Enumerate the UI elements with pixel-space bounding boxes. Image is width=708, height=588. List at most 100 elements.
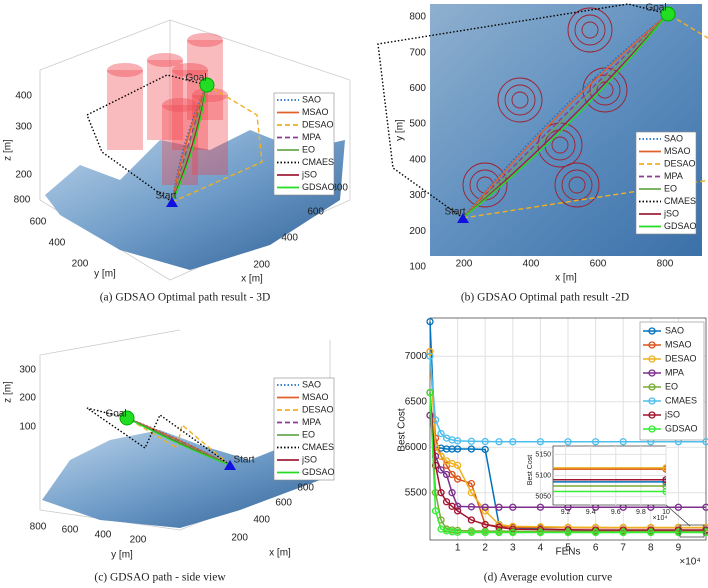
legend-box [635, 131, 697, 235]
x-tick-label: 3 [510, 543, 516, 554]
obstacle-top [147, 53, 183, 67]
z-tick-label: 200 [15, 170, 32, 181]
z-axis-label: z [m] [3, 381, 14, 403]
series-line [429, 415, 706, 508]
point [467, 489, 476, 497]
legend-marker [648, 383, 656, 391]
x-tick-label: 800 [331, 183, 348, 194]
point [495, 528, 503, 537]
terrain [45, 130, 345, 270]
x-axis-label: x [m] [555, 273, 577, 284]
x-tick-label: 400 [523, 259, 540, 270]
z-tick-label: 200 [19, 393, 36, 404]
x-tick-label: 200 [456, 259, 473, 270]
point [412, 371, 418, 377]
obstacle-ring [554, 162, 600, 208]
y-axis-label: Best Cost [397, 408, 408, 452]
obstacle-ring [504, 84, 536, 116]
x-tick-label: 200 [253, 260, 270, 271]
point [509, 528, 517, 537]
x-tick-label: 4 [538, 543, 544, 554]
point [481, 520, 489, 529]
obstacle [147, 60, 183, 140]
point [619, 528, 627, 537]
z-tick-label: 400 [15, 91, 32, 102]
point [161, 371, 167, 377]
legend-label: jSO [663, 208, 679, 218]
obstacle-top [162, 98, 198, 112]
x-tick-label: 8 [648, 543, 654, 554]
legend-label: SAO [664, 133, 683, 143]
plot-frame [429, 317, 707, 541]
x-tick-label: 800 [297, 483, 314, 494]
x-tick-label: 400 [281, 233, 298, 244]
x-tick-label: 400 [253, 515, 270, 526]
point [662, 476, 666, 484]
legend-label: jSO [301, 454, 317, 464]
point [437, 429, 445, 438]
legend-label: CMAES [302, 157, 334, 167]
legend-box [273, 92, 335, 196]
zoom-box [679, 524, 705, 538]
inset-x-tick-label: 9.2 [561, 509, 571, 516]
point [564, 528, 572, 537]
legend-label: MSAO [664, 146, 691, 156]
point [619, 438, 627, 446]
point [495, 438, 503, 446]
route [171, 84, 263, 203]
obstacle-top [187, 33, 223, 47]
x-tick-label: 7 [620, 543, 626, 554]
point [647, 528, 655, 537]
start-marker [457, 213, 469, 223]
x-tick-label: 600 [275, 498, 292, 509]
y-tick-label: 400 [49, 238, 66, 249]
start-marker [224, 460, 236, 470]
point [564, 438, 572, 446]
point [481, 503, 489, 511]
start-label: Start [233, 455, 254, 466]
caption: (d) Average evolution curve [484, 572, 612, 584]
route [462, 13, 669, 219]
y-tick-label: 200 [409, 226, 426, 237]
point [426, 411, 434, 420]
start-marker [166, 197, 178, 207]
legend-label: DESAO [302, 404, 334, 414]
route [86, 407, 231, 466]
caption: (a) GDSAO Optimal path result - 3D [100, 292, 271, 304]
obstacle-ring [544, 129, 576, 161]
x-tick-label: 5 [565, 543, 571, 554]
obstacle-ring [497, 77, 543, 123]
obstacle-ring [567, 7, 613, 53]
legend-marker [648, 341, 656, 349]
x-axis-label: x [m] [269, 548, 291, 559]
point [453, 507, 462, 515]
inset-x-multiplier: ×10⁴ [653, 515, 668, 522]
legend-label: SAO [302, 94, 321, 104]
point [702, 528, 708, 537]
y-tick-label: 7000 [405, 351, 428, 362]
y-tick-label: 300 [409, 190, 426, 201]
obstacle [107, 70, 143, 150]
obstacle-ring [596, 81, 614, 99]
axis-box [39, 19, 351, 281]
legend-marker [648, 411, 656, 419]
point [412, 466, 418, 472]
point [509, 438, 517, 446]
legend-label: jSO [664, 409, 680, 419]
y-axis-label: y [m] [94, 269, 116, 280]
obstacle-top [172, 63, 208, 77]
point [674, 503, 683, 511]
legend-label: GDSAO [302, 467, 335, 477]
point [495, 523, 503, 531]
point [467, 503, 476, 511]
x-tick-label: 600 [590, 259, 607, 270]
y-tick-label: 800 [30, 522, 47, 533]
terrain [42, 430, 330, 528]
y-tick-label: 100 [409, 262, 426, 273]
series-line [429, 356, 706, 443]
x-axis-label: x [m] [241, 274, 263, 285]
legend-label: jSO [301, 169, 317, 179]
y-axis-label: y [m] [111, 550, 133, 561]
legend-label: MSAO [302, 107, 329, 117]
y-tick-label: 200 [130, 535, 147, 546]
